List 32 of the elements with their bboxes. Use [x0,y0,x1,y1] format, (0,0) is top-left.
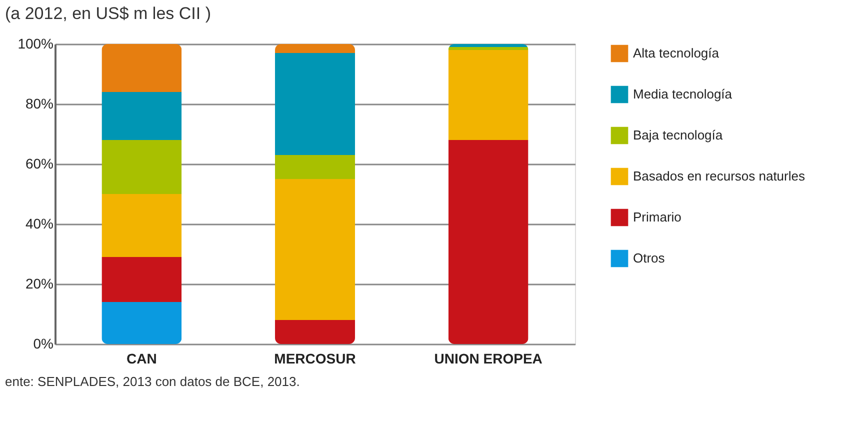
chart-title: (a 2012, en US$ m les CII ) [5,4,211,23]
legend-label: Basados en recursos naturles [633,168,806,184]
x-tick-label: UNION EROPEA [434,350,542,366]
y-tick-label: 80% [25,96,54,112]
y-tick-label: 40% [25,216,54,232]
bar [102,44,182,92]
bar [275,155,355,179]
y-tick-label: 20% [25,276,54,292]
bar [102,194,182,257]
bar [102,257,182,302]
x-tick-label: CAN [126,350,157,366]
y-tick-label: 0% [33,336,54,352]
text: ente: SENPLADES, 2013 con datos de BCE, 2013. [5,374,300,389]
bar [102,140,182,194]
legend-label: Alta tecnología [633,46,720,60]
bar [448,47,528,50]
bar [275,44,355,53]
bar [448,140,528,344]
bar [448,44,528,47]
legend-label: Media tecnología [633,86,733,102]
bar [275,53,355,155]
legend-label: Otros [633,250,666,266]
legend-label: Baja tecnología [633,128,724,142]
y-tick-label: 60% [25,156,54,172]
bar [275,179,355,320]
bar [448,50,528,140]
legend-label: Primario [633,210,682,224]
bar [275,320,355,344]
y-tick-label: 100% [18,36,54,52]
bar [102,302,182,344]
bar [102,92,182,140]
x-tick-label: MERCOSUR [274,350,356,366]
